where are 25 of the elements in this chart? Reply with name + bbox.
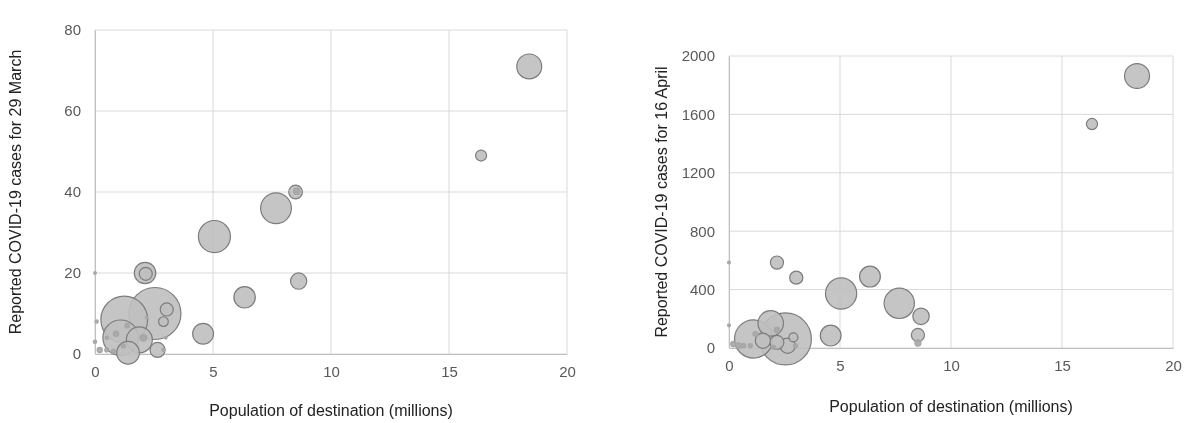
x-tick-label: 20 bbox=[559, 362, 576, 380]
y-tick-label: 40 bbox=[64, 183, 81, 201]
y-tick-label: 1600 bbox=[681, 105, 715, 123]
x-tick-label: 10 bbox=[943, 356, 960, 374]
x-tick-label: 15 bbox=[1054, 356, 1071, 374]
y-tick-label: 20 bbox=[64, 264, 81, 282]
x-axis-title: Population of destination (millions) bbox=[829, 398, 1073, 415]
y-tick-label: 0 bbox=[706, 339, 715, 357]
y-tick-label: 800 bbox=[689, 222, 715, 240]
y-tick-label: 2000 bbox=[681, 47, 715, 65]
y-tick-label: 60 bbox=[64, 102, 81, 120]
x-tick-label: 20 bbox=[1165, 356, 1182, 374]
x-axis-title: Population of destination (millions) bbox=[209, 402, 453, 419]
x-tick-label: 5 bbox=[209, 362, 218, 380]
y-axis-title: Reported COVID-19 cases for 29 March bbox=[7, 49, 24, 335]
x-tick-label: 0 bbox=[91, 362, 100, 380]
x-tick-label: 15 bbox=[441, 362, 458, 380]
y-axis-title: Reported COVID-19 cases for 16 April bbox=[653, 66, 670, 338]
x-tick-label: 5 bbox=[836, 356, 845, 374]
y-tick-label: 400 bbox=[689, 280, 715, 298]
y-tick-label: 0 bbox=[72, 345, 81, 363]
x-tick-label: 10 bbox=[323, 362, 340, 380]
x-tick-label: 0 bbox=[725, 356, 734, 374]
y-tick-label: 1200 bbox=[681, 164, 715, 182]
y-tick-label: 80 bbox=[64, 21, 81, 39]
